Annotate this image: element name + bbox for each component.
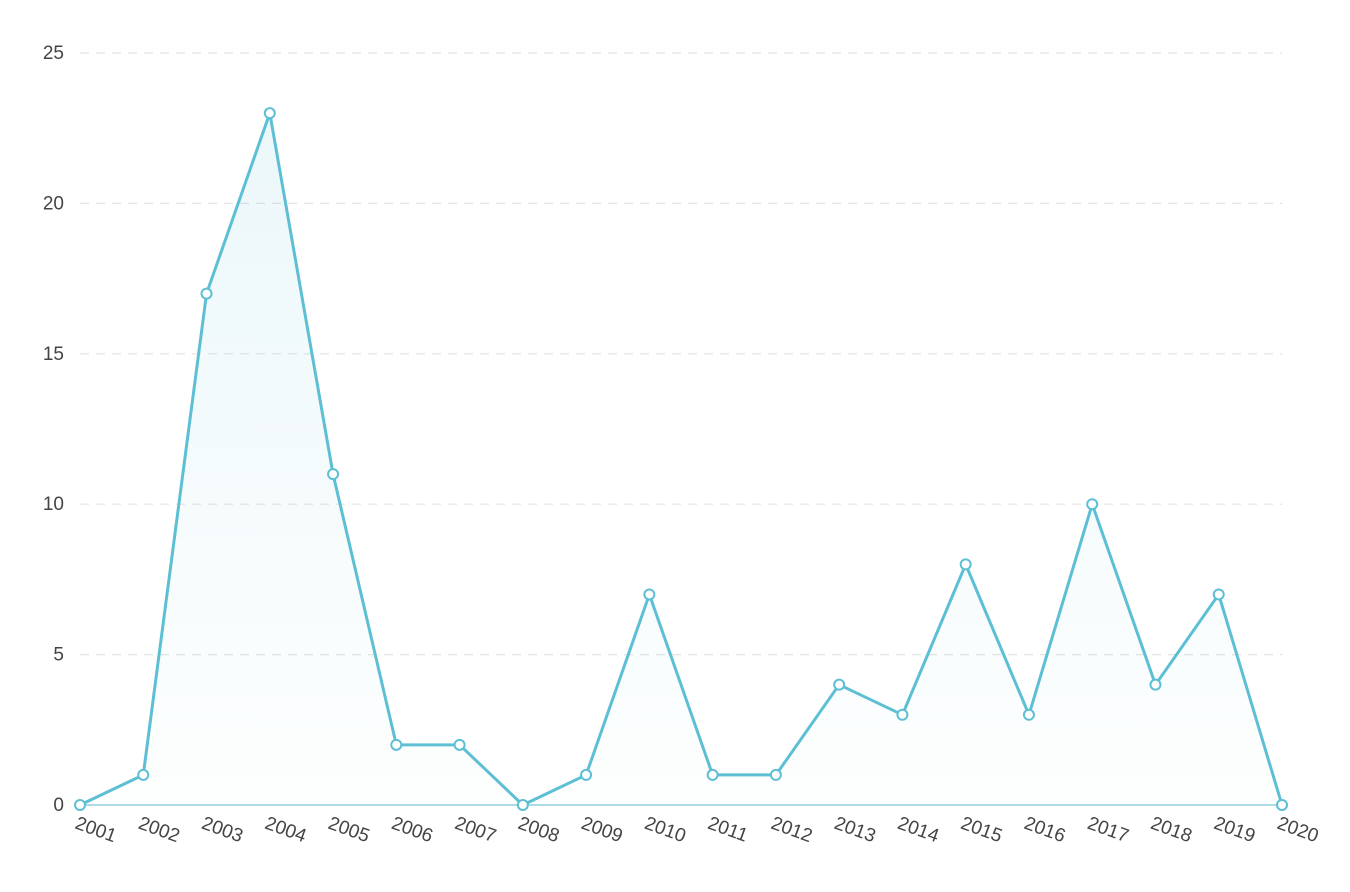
x-tick-label-2009: 2009 — [578, 813, 625, 847]
series-area — [80, 113, 1282, 805]
data-point-2012 — [769, 768, 782, 781]
y-tick-label-15: 15 — [43, 344, 64, 365]
data-point-2018 — [1149, 678, 1162, 691]
data-point-2002 — [137, 768, 150, 781]
data-point-2016 — [1022, 708, 1035, 721]
x-tick-label-2007: 2007 — [452, 813, 499, 847]
data-point-2006 — [390, 738, 403, 751]
x-tick-label-2020: 2020 — [1274, 813, 1321, 847]
x-tick-label-2011: 2011 — [705, 813, 751, 847]
x-tick-label-2004: 2004 — [262, 813, 309, 847]
y-tick-label-10: 10 — [43, 494, 64, 515]
x-tick-label-2012: 2012 — [768, 813, 815, 847]
x-tick-label-2010: 2010 — [642, 813, 689, 847]
x-tick-label-2013: 2013 — [831, 813, 878, 847]
y-axis: 0 5 10 15 20 25 — [43, 43, 64, 816]
x-tick-label-2016: 2016 — [1021, 813, 1068, 847]
data-point-2010 — [643, 588, 656, 601]
data-point-2005 — [327, 468, 340, 481]
x-tick-label-2017: 2017 — [1085, 813, 1132, 847]
data-point-2003 — [200, 287, 213, 300]
x-tick-label-2008: 2008 — [515, 813, 562, 847]
y-tick-label-5: 5 — [53, 645, 64, 666]
data-point-2007 — [453, 738, 466, 751]
x-tick-label-2006: 2006 — [389, 813, 436, 847]
x-tick-label-2003: 2003 — [199, 813, 246, 847]
x-tick-label-2002: 2002 — [136, 813, 183, 847]
x-tick-label-2001: 2001 — [72, 813, 119, 847]
data-point-2013 — [833, 678, 846, 691]
x-tick-label-2019: 2019 — [1211, 813, 1258, 847]
x-tick-label-2005: 2005 — [325, 813, 372, 847]
data-points — [74, 107, 1288, 811]
y-tick-label-25: 25 — [43, 43, 64, 64]
x-axis: 2001 2002 2003 2004 2005 2006 2007 2008 2009 2010… — [72, 813, 1321, 847]
x-tick-label-2015: 2015 — [958, 813, 1005, 847]
data-point-2017 — [1086, 498, 1099, 511]
data-point-2008 — [516, 799, 529, 811]
data-point-2009 — [580, 768, 593, 781]
data-point-2020 — [1276, 799, 1288, 811]
y-tick-label-0: 0 — [53, 795, 64, 816]
series-line — [79, 111, 1284, 807]
data-point-2001 — [74, 799, 86, 811]
data-point-2019 — [1212, 588, 1225, 601]
x-tick-label-2014: 2014 — [895, 813, 942, 847]
data-point-2014 — [896, 708, 909, 721]
x-tick-label-2018: 2018 — [1148, 813, 1195, 847]
y-tick-label-20: 20 — [43, 193, 64, 214]
data-point-2015 — [959, 558, 972, 571]
data-point-2004 — [263, 107, 276, 120]
data-point-2011 — [706, 768, 719, 781]
